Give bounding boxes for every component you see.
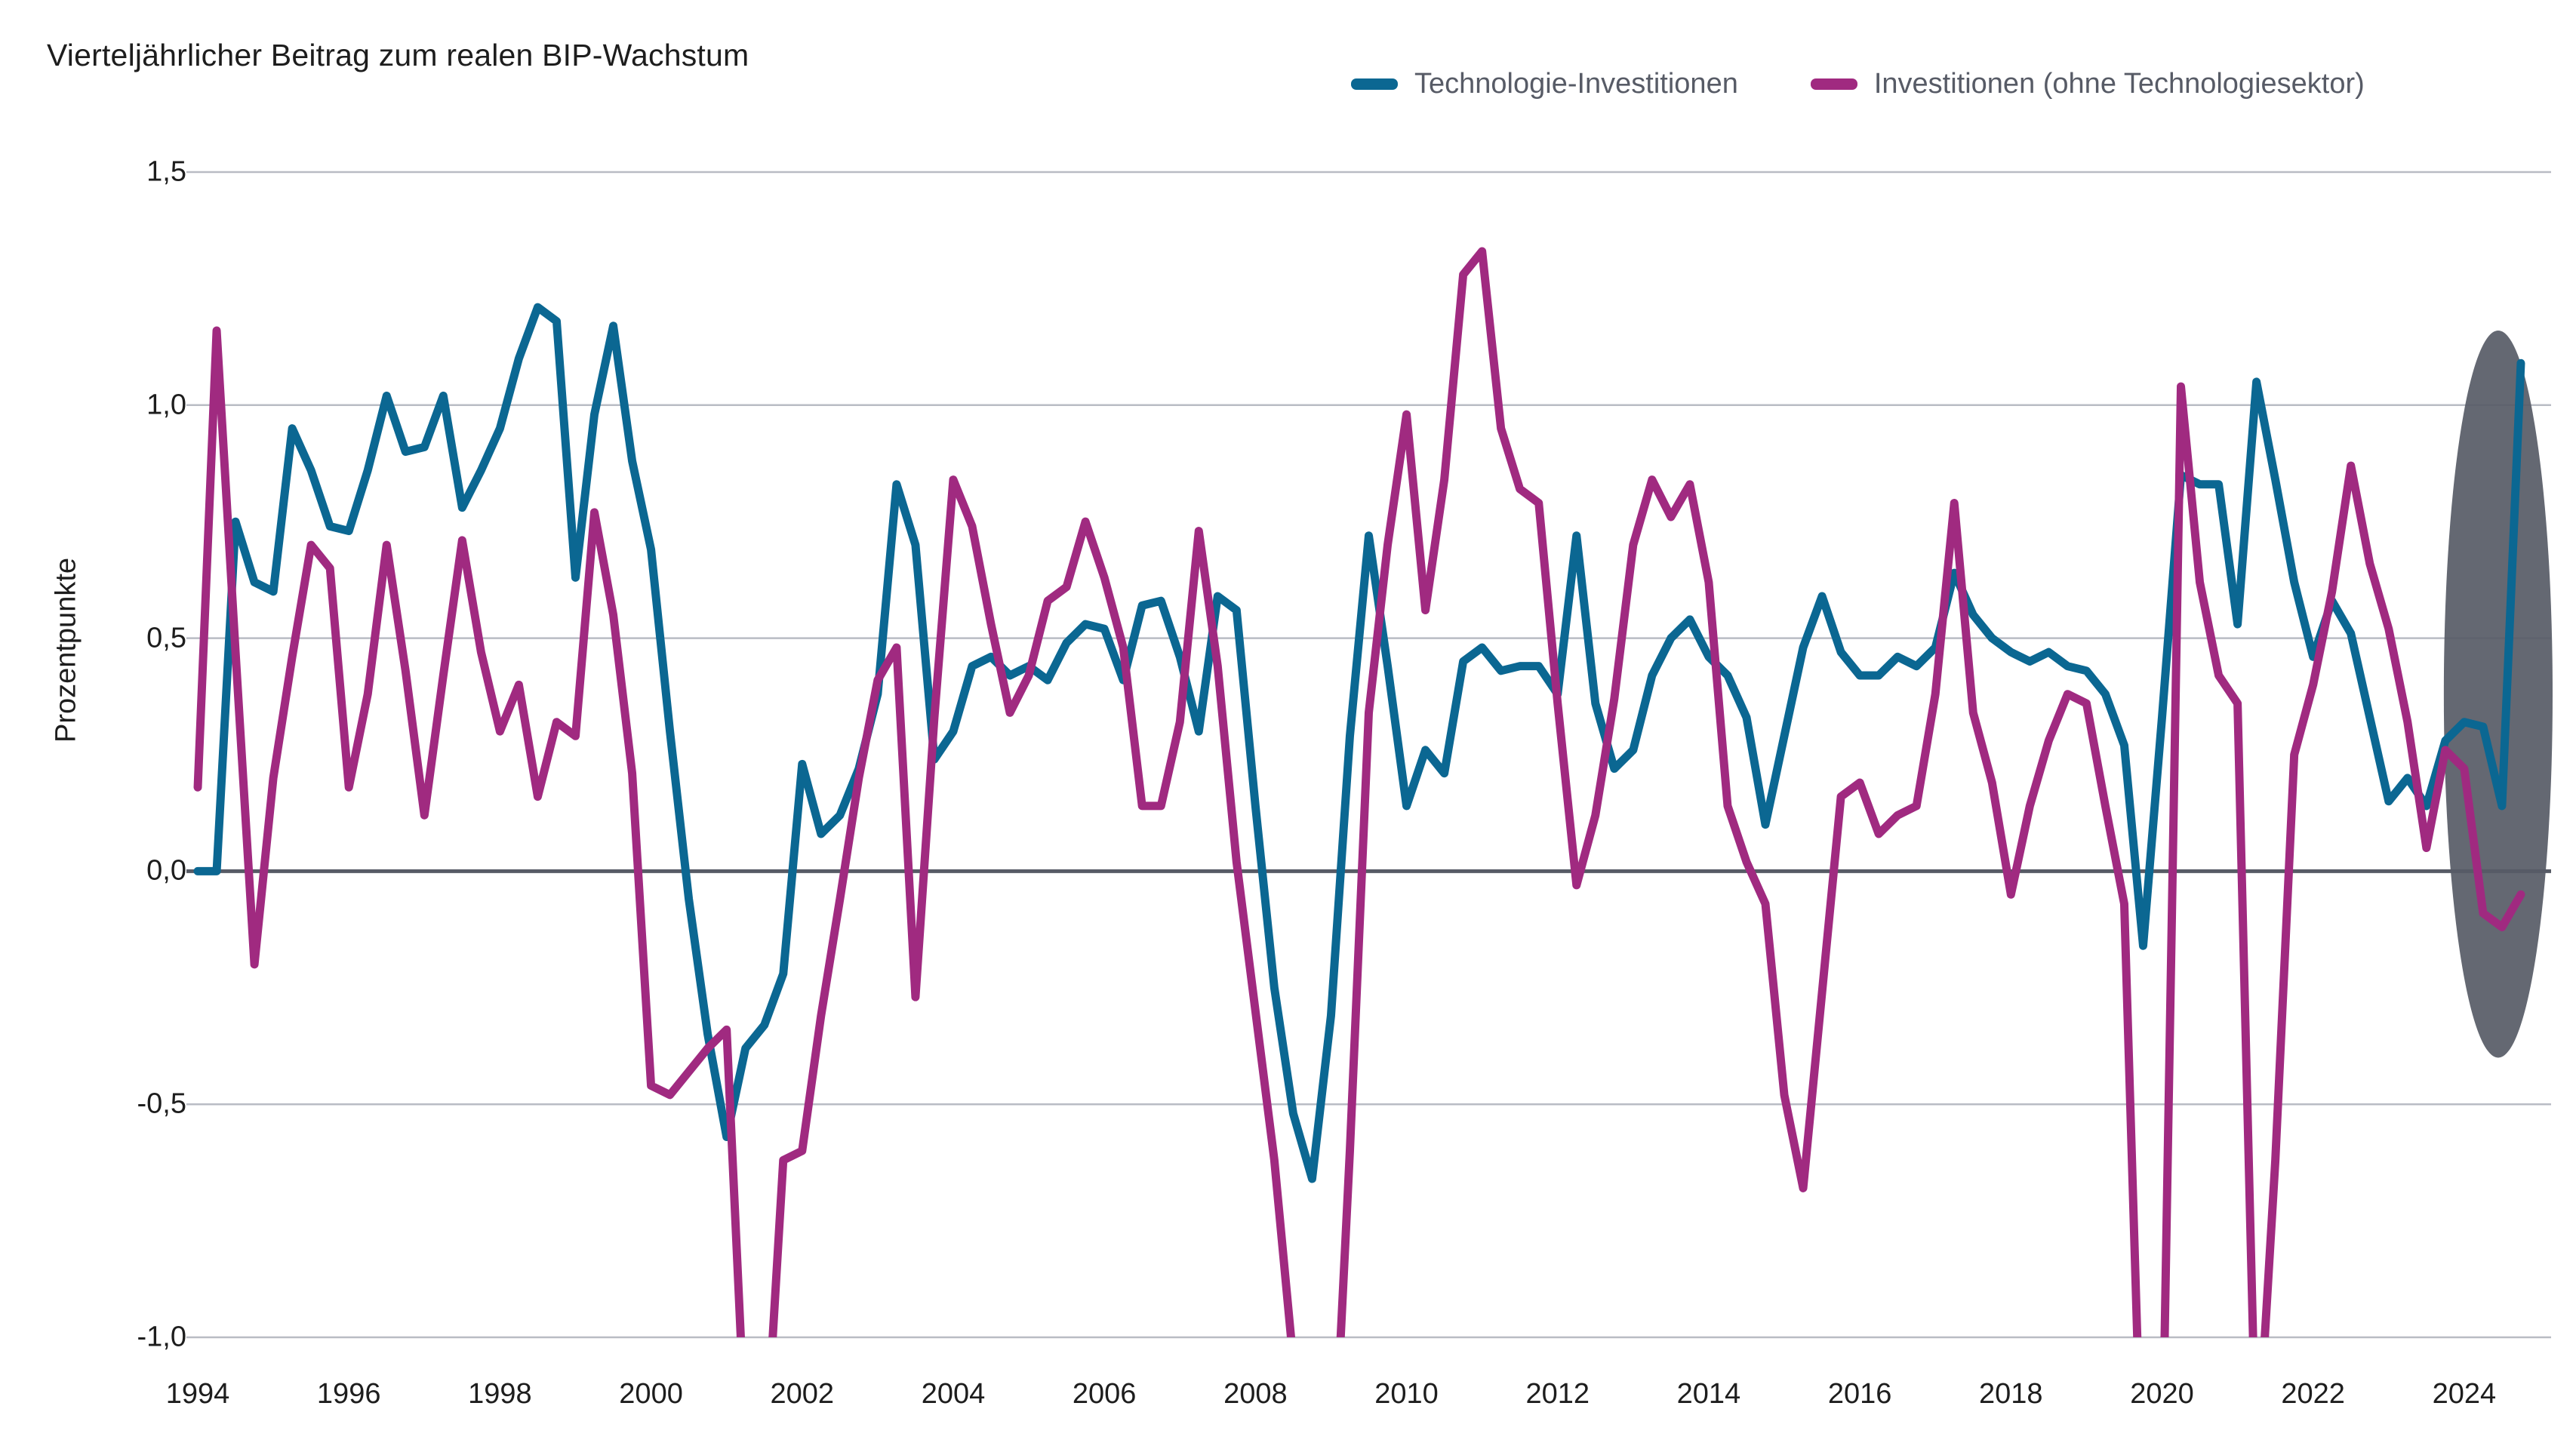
legend-swatch-non-tech [1810, 78, 1857, 90]
legend-label-tech: Technologie-Investitionen [1414, 68, 1738, 100]
x-tick-label: 2024 [2432, 1378, 2497, 1410]
y-tick-label: -0,5 [137, 1088, 186, 1120]
x-tick-label: 2018 [1979, 1378, 2043, 1410]
legend-item-non-tech-investments[interactable]: Investitionen (ohne Technologiesektor) [1810, 68, 2365, 100]
x-tick-label: 1996 [316, 1378, 381, 1410]
x-tick-label: 2012 [1525, 1378, 1590, 1410]
x-tick-label: 2014 [1676, 1378, 1741, 1410]
gridlines [186, 171, 2551, 1339]
x-tick-label: 1998 [468, 1378, 532, 1410]
series-line [193, 303, 2525, 1183]
x-tick-label: 2010 [1374, 1378, 1439, 1410]
x-tick-label: 2002 [770, 1378, 835, 1410]
chart-legend: Technologie-Investitionen Investitionen … [1351, 69, 2365, 98]
x-tick-label: 2000 [619, 1378, 683, 1410]
y-tick-label: 1,5 [146, 155, 186, 188]
y-tick-label: 0,5 [146, 622, 186, 654]
x-tick-label: 2008 [1223, 1378, 1288, 1410]
x-tick-label: 2022 [2281, 1378, 2345, 1410]
x-tick-label: 2016 [1827, 1378, 1892, 1410]
series-line [193, 247, 2525, 1337]
y-tick-label: 1,0 [146, 389, 186, 421]
highlight-annotation [2443, 330, 2553, 1058]
legend-item-tech-investments[interactable]: Technologie-Investitionen [1351, 69, 1738, 98]
recent-period-highlight [2443, 330, 2553, 1058]
series-lines [193, 247, 2525, 1337]
x-tick-label: 2004 [921, 1378, 986, 1410]
x-tick-label: 2006 [1072, 1378, 1137, 1410]
legend-swatch-tech [1351, 78, 1398, 90]
y-tick-label: -1,0 [137, 1321, 186, 1353]
x-tick-label: 2020 [2130, 1378, 2194, 1410]
y-tick-label: 0,0 [146, 854, 186, 887]
legend-label-non-tech: Investitionen (ohne Technologiesektor) [1873, 68, 2365, 100]
page-title: Vierteljährlicher Beitrag zum realen BIP… [47, 38, 749, 72]
x-tick-label: 1994 [165, 1378, 230, 1410]
